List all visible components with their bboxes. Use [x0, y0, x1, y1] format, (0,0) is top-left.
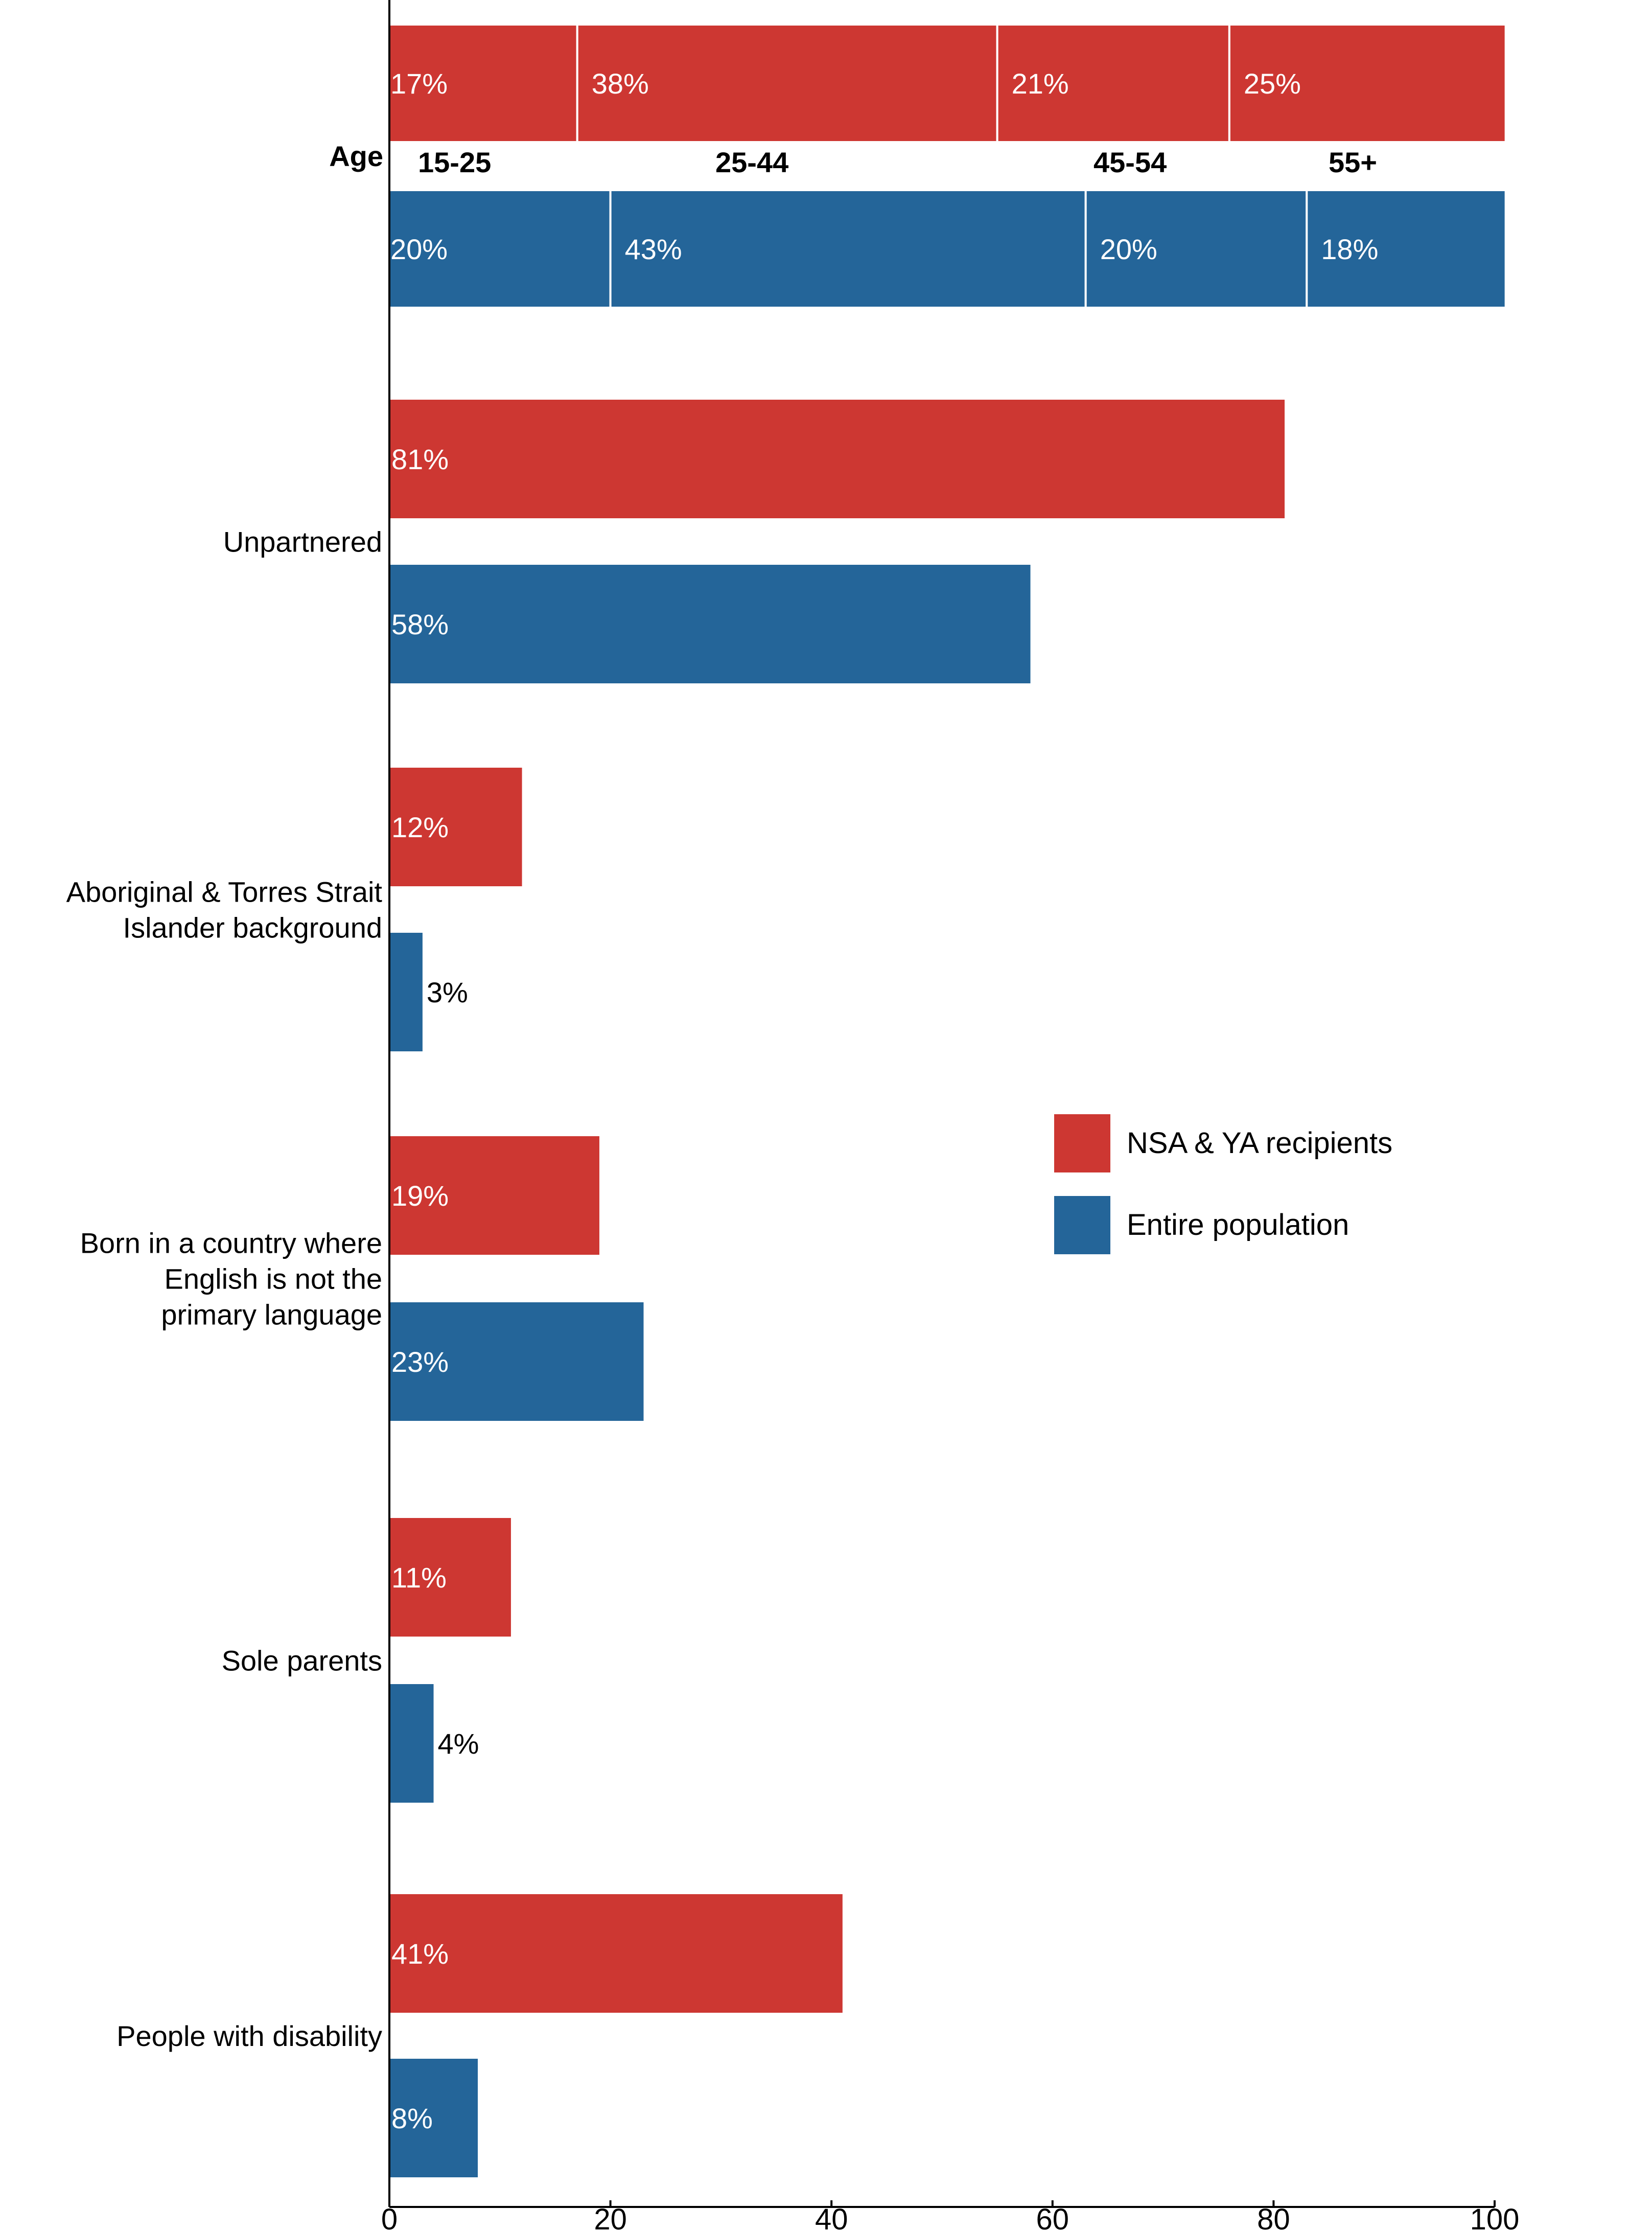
age-segment-label: 55+	[1329, 146, 1377, 178]
population-bar	[389, 2059, 478, 2177]
category-label: Islander background	[123, 912, 382, 944]
population-value-label: 4%	[438, 1728, 479, 1760]
age-population-bar-55+	[1306, 189, 1507, 309]
category-label: Sole parents	[222, 1645, 382, 1677]
age-nsa-value-label: 21%	[1012, 67, 1069, 100]
nsa-bar	[389, 768, 522, 886]
population-value-label: 3%	[427, 976, 468, 1008]
nsa-bar	[389, 400, 1285, 518]
age-nsa-bar-45-54	[996, 24, 1230, 143]
x-axis: 0 20 40 60 80 100	[381, 0, 1520, 2232]
population-bar	[389, 1684, 434, 1803]
x-tick-label: 0	[381, 2203, 398, 2232]
legend-label: Entire population	[1127, 1208, 1349, 1241]
x-tick-label: 100	[1470, 2203, 1520, 2232]
nsa-value-label: 12%	[391, 811, 449, 843]
category-label: Aboriginal & Torres Strait	[66, 876, 383, 908]
age-nsa-value-label: 38%	[592, 67, 649, 100]
x-tick-label: 20	[594, 2203, 627, 2232]
age-population-bar-15-25	[388, 189, 612, 309]
x-tick-label: 80	[1257, 2203, 1290, 2232]
nsa-value-label: 41%	[391, 1938, 449, 1970]
category-label: People with disability	[117, 2020, 382, 2052]
category-label: English is not the	[165, 1263, 382, 1295]
population-value-label: 23%	[391, 1346, 449, 1378]
age-nsa-bar-55+	[1228, 24, 1507, 143]
x-tick-label: 60	[1036, 2203, 1069, 2232]
legend-swatch	[1054, 1196, 1110, 1254]
population-value-label: 8%	[391, 2102, 433, 2134]
category-label-age: Age	[329, 140, 383, 172]
legend-label: NSA & YA recipients	[1127, 1126, 1392, 1160]
category-label: Unpartnered	[223, 526, 382, 558]
labels-layer: 17% 38% 21% 25% 20% 43% 20% 18% 15-25 25-44 45-54 5…	[66, 67, 1379, 2134]
nsa-bar	[389, 1136, 599, 1255]
age-segment-label: 15-25	[418, 146, 491, 178]
bars-layer	[388, 24, 1507, 2177]
nsa-bar	[389, 1894, 843, 2013]
nsa-value-label: 11%	[391, 1561, 447, 1594]
age-population-value-label: 20%	[1100, 233, 1157, 265]
age-population-value-label: 18%	[1321, 233, 1378, 265]
population-bar	[389, 565, 1031, 683]
x-tick-label: 40	[815, 2203, 848, 2232]
age-population-value-label: 20%	[390, 233, 448, 265]
category-label: Born in a country where	[80, 1227, 382, 1259]
age-population-bar-45-54	[1084, 189, 1308, 309]
age-nsa-bar-15-25	[388, 24, 578, 143]
population-bar	[389, 1302, 644, 1421]
age-nsa-value-label: 17%	[390, 67, 448, 100]
age-population-value-label: 43%	[625, 233, 682, 265]
population-bar	[389, 933, 423, 1051]
age-nsa-value-label: 25%	[1244, 67, 1301, 100]
legend: NSA & YA recipients Entire population	[1054, 1114, 1392, 1254]
nsa-value-label: 19%	[391, 1180, 449, 1212]
category-label: primary language	[161, 1299, 382, 1331]
legend-swatch	[1054, 1114, 1110, 1172]
age-segment-label: 25-44	[715, 146, 788, 178]
nsa-value-label: 81%	[391, 443, 449, 475]
age-nsa-bar-25-44	[576, 24, 998, 143]
age-segment-label: 45-54	[1093, 146, 1167, 178]
nsa-bar	[389, 1518, 511, 1637]
age-population-bar-25-44	[609, 189, 1087, 309]
population-value-label: 58%	[391, 608, 449, 640]
